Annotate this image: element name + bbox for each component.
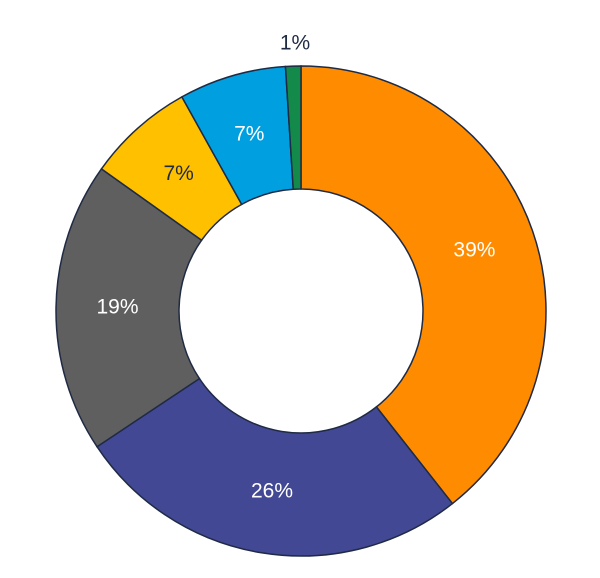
slice xyxy=(55,167,203,448)
slice xyxy=(300,65,547,505)
data-label: 7% xyxy=(234,122,264,145)
data-label: 26% xyxy=(251,480,293,503)
slice xyxy=(95,377,454,557)
data-label: 7% xyxy=(163,162,193,185)
data-label: 1% xyxy=(280,32,310,55)
data-label: 19% xyxy=(97,296,139,319)
data-label: 39% xyxy=(453,239,495,262)
slice xyxy=(284,65,302,191)
